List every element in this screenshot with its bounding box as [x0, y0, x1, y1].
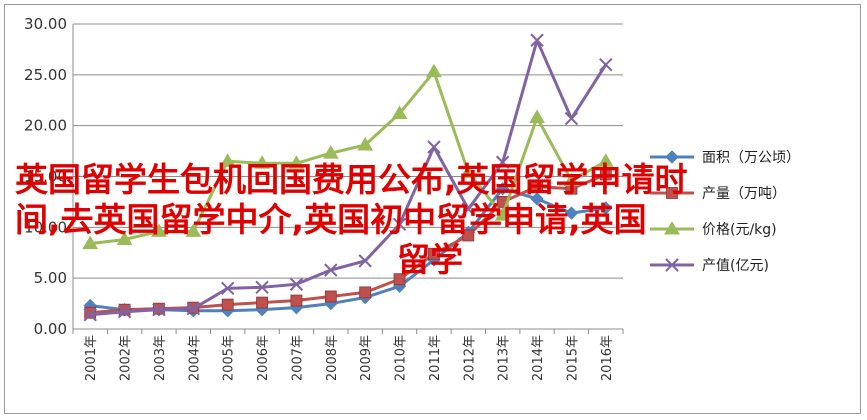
- series-line: [90, 70, 607, 246]
- legend: 面积（万公顷） 产量（万吨） 价格(元/kg) 产值(亿元): [650, 150, 800, 274]
- y-tick-label: 10.00: [24, 218, 67, 236]
- x-tick-label: 2002年: [119, 335, 134, 381]
- x-tick-label: 2007年: [290, 335, 305, 381]
- data-point: [427, 140, 441, 154]
- data-point: [118, 303, 131, 316]
- data-point: [530, 33, 544, 47]
- gridlines: [73, 23, 623, 279]
- legend-item: 价格(元/kg): [650, 221, 777, 238]
- data-point: [116, 231, 133, 246]
- overlay-line-2: 间,去英国留学中介,英国初中留学申请,英国: [15, 200, 647, 239]
- data-point: [599, 57, 613, 72]
- legend-marker: [665, 150, 679, 164]
- chart-frame: 0.00 5.00 10.00 15.00 20.00 25.00 30.00 2001年 20…: [4, 4, 861, 414]
- data-point: [531, 180, 543, 193]
- x-tick-label: 2008年: [325, 335, 340, 381]
- legend-marker: [665, 258, 679, 272]
- x-tick-label: 2015年: [565, 335, 580, 381]
- watermark-overlay: 英国留学生包机回国费用公布,英国留学申请时 间,去英国留学中介,英国初中留学申请…: [15, 160, 688, 279]
- data-point: [495, 181, 510, 196]
- x-tick-label: 2013年: [497, 335, 512, 381]
- x-tick-label: 2005年: [222, 335, 237, 381]
- axes: 0.00 5.00 10.00 15.00 20.00 25.00 30.00 2001年 20…: [24, 15, 624, 381]
- data-point: [428, 247, 440, 260]
- data-point: [357, 136, 374, 151]
- data-point: [393, 273, 406, 286]
- data-point: [221, 298, 234, 311]
- legend-label: 产值(亿元): [702, 258, 769, 274]
- data-point: [83, 308, 97, 322]
- data-point: [460, 164, 477, 178]
- series-3: [82, 63, 614, 250]
- series-line: [90, 38, 608, 317]
- data-point: [82, 235, 99, 250]
- data-point: [186, 301, 201, 316]
- legend-label: 价格(元/kg): [702, 222, 777, 238]
- y-tick-label: 30.00: [24, 15, 67, 33]
- x-tick-label: 2011年: [428, 335, 443, 381]
- data-point: [117, 305, 132, 319]
- data-point: [495, 155, 510, 169]
- data-point: [462, 229, 475, 242]
- legend-item: 产量（万吨）: [650, 186, 786, 202]
- x-tick-label: 2014年: [531, 335, 546, 381]
- data-point: [358, 254, 372, 268]
- data-point: [597, 153, 614, 167]
- y-tick-label: 15.00: [24, 168, 67, 186]
- data-point: [322, 145, 339, 159]
- legend-item: 面积（万公顷）: [650, 150, 800, 166]
- legend-marker: [664, 221, 680, 235]
- y-tick-label: 5.00: [34, 269, 67, 287]
- x-tick-label: 2006年: [256, 335, 271, 381]
- data-point: [426, 63, 442, 78]
- data-point: [256, 296, 268, 309]
- data-point: [290, 294, 303, 307]
- data-point: [324, 263, 338, 277]
- legend-label: 面积（万公顷）: [702, 150, 800, 166]
- data-point: [255, 280, 269, 295]
- y-tick-label: 20.00: [24, 117, 67, 135]
- data-point: [151, 223, 167, 237]
- data-point: [288, 155, 305, 169]
- series-4: [83, 33, 613, 322]
- overlay-line-1: 英国留学生包机回国费用公布,英国留学申请时: [15, 160, 688, 199]
- data-point: [254, 155, 270, 169]
- y-tick-label: 25.00: [24, 66, 67, 84]
- data-point: [563, 172, 580, 187]
- data-point: [289, 277, 304, 291]
- data-point: [219, 153, 236, 167]
- data-point: [530, 192, 544, 206]
- x-tick-label: 2003年: [153, 335, 168, 381]
- data-point: [461, 202, 476, 216]
- data-point: [84, 306, 97, 319]
- data-point: [324, 290, 337, 303]
- data-point: [152, 302, 166, 317]
- x-tick-label: 2009年: [359, 335, 374, 381]
- y-tick-label: 0.00: [34, 320, 67, 338]
- x-tick-label: 2010年: [394, 335, 409, 381]
- legend-item: 产值(亿元): [650, 258, 769, 274]
- line-chart: 0.00 5.00 10.00 15.00 20.00 25.00 30.00 2001年 20…: [15, 15, 800, 381]
- x-tick-label: 2012年: [462, 335, 477, 381]
- data-point: [564, 111, 579, 126]
- data-point: [220, 281, 235, 296]
- x-tick-label: 2016年: [600, 335, 615, 381]
- data-point: [359, 286, 372, 299]
- overlay-line-3: 留学: [397, 240, 463, 279]
- data-point: [599, 168, 612, 181]
- data-point: [529, 109, 545, 124]
- series-layer: [82, 33, 614, 322]
- data-point: [599, 201, 613, 215]
- data-point: [392, 217, 407, 231]
- legend-marker: [666, 187, 678, 199]
- data-point: [391, 105, 408, 119]
- data-point: [494, 207, 511, 221]
- data-point: [185, 223, 202, 237]
- data-point: [564, 206, 579, 220]
- x-tick-label: 2004年: [187, 335, 202, 381]
- legend-label: 产量（万吨）: [702, 186, 786, 202]
- x-tick-label: 2001年: [84, 335, 99, 381]
